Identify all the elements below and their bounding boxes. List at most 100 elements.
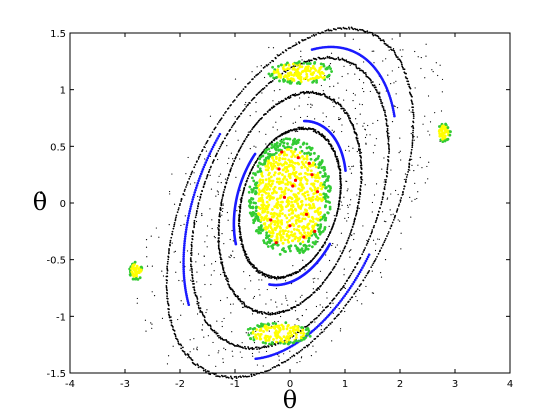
curve-point [195,210,198,213]
sea-point [373,50,375,52]
blue-point [364,259,368,263]
curve-point [359,28,361,31]
sea-point [221,210,224,213]
curve-point [197,304,200,307]
y-tick-label: -1 [56,312,66,323]
island-point [300,338,303,342]
curve-point [193,286,196,289]
sea-point [371,228,373,231]
curve-point [240,197,243,200]
curve-point [379,249,382,252]
island-point [294,170,298,174]
curve-point [192,280,195,282]
curve-point [255,94,258,96]
island-point [302,244,306,247]
curve-point [165,286,168,289]
island-point [252,172,255,175]
island-point [298,248,302,252]
curve-point [297,41,300,43]
sea-point [298,319,300,321]
island-point [301,240,305,244]
sea-point [399,49,401,51]
curve-point [284,49,287,51]
sea-point [283,353,285,355]
blue-point [330,310,334,314]
curve-point [407,83,409,86]
curve-point [407,168,410,171]
blue-point [198,174,202,178]
blue-point [213,141,217,144]
sea-point [262,365,264,367]
curve-point [339,183,342,185]
curve-point [354,266,357,268]
sea-point [369,134,371,136]
curve-point [406,173,409,176]
island-point [323,197,327,201]
island-point [275,330,279,334]
curve-point [362,279,365,282]
island-point [265,328,269,332]
island-point [256,324,259,327]
island-point [292,325,296,329]
curve-point [236,118,238,120]
curve-point [327,140,330,143]
island-point [268,183,272,187]
island-point [320,161,323,165]
island-point [298,65,302,69]
sea-point [379,272,382,274]
curve-point [258,71,261,74]
island-point [307,65,310,68]
sea-point [211,227,213,230]
sea-point [338,117,340,119]
curve-point [211,131,214,134]
sea-point [347,206,349,208]
island-point [328,190,331,193]
island-point [259,225,263,229]
curve-point [374,34,376,36]
curve-point [194,364,197,366]
sea-point [232,250,234,252]
island-point [282,64,286,67]
blue-point [365,257,369,261]
curve-point [357,148,360,150]
island-point [252,186,256,190]
curve-point [256,311,259,314]
island-point [287,245,291,249]
sea-point [276,306,278,308]
sea-point [440,110,443,112]
curve-point [309,91,312,94]
island-point [284,161,287,164]
y-tick-label: 1.5 [50,29,66,40]
sea-point [427,178,429,180]
curve-point [268,313,270,316]
sea-point [339,208,341,210]
curve-point [335,263,338,266]
curve-point [411,124,414,127]
island-point [272,76,276,80]
sea-point [258,351,260,353]
curve-point [270,140,273,143]
curve-point [222,140,225,143]
sea-point [351,165,353,168]
blue-point [185,223,189,227]
curve-point [330,147,333,149]
curve-point [359,161,362,163]
sea-point [383,157,385,159]
curve-point [354,217,356,220]
island-point [259,196,263,200]
curve-point [231,124,234,127]
curve-point [306,324,309,327]
curve-point [239,211,241,214]
curve-point [332,223,335,226]
curve-point [179,202,182,205]
blue-point [183,284,187,288]
curve-point [190,254,193,256]
island-point [297,339,300,343]
sea-point [410,216,412,218]
curve-point [362,251,365,253]
blue-point [361,266,364,269]
island-point [318,206,322,210]
curve-point [356,204,359,207]
curve-point [329,29,332,32]
sea-point [391,121,394,123]
